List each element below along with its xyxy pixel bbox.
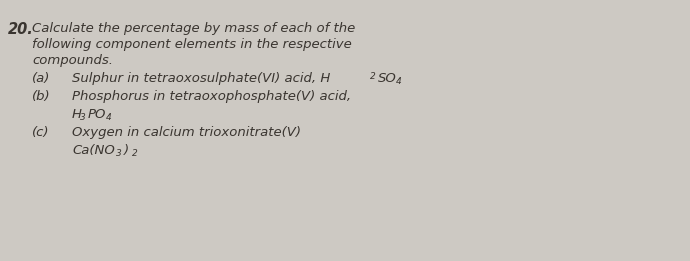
Text: (b): (b) <box>32 90 50 103</box>
Text: Sulphur in tetraoxosulphate(VI) acid, H: Sulphur in tetraoxosulphate(VI) acid, H <box>72 72 331 85</box>
Text: PO: PO <box>88 108 106 121</box>
Text: (c): (c) <box>32 126 50 139</box>
Text: ): ) <box>124 144 129 157</box>
Text: 20.: 20. <box>8 22 34 37</box>
Text: Phosphorus in tetraoxophosphate(V) acid,: Phosphorus in tetraoxophosphate(V) acid, <box>72 90 351 103</box>
Text: Calculate the percentage by mass of each of the: Calculate the percentage by mass of each… <box>32 22 355 35</box>
Text: compounds.: compounds. <box>32 54 113 67</box>
Text: 3: 3 <box>116 149 121 158</box>
Text: 4: 4 <box>106 113 112 122</box>
Text: 2: 2 <box>132 149 138 158</box>
Text: 4: 4 <box>396 77 402 86</box>
Text: (a): (a) <box>32 72 50 85</box>
Text: Oxygen in calcium trioxonitrate(V): Oxygen in calcium trioxonitrate(V) <box>72 126 301 139</box>
Text: 2: 2 <box>370 72 376 81</box>
Text: 3: 3 <box>80 113 86 122</box>
Text: following component elements in the respective: following component elements in the resp… <box>32 38 352 51</box>
Text: Ca(NO: Ca(NO <box>72 144 115 157</box>
Text: SO: SO <box>378 72 397 85</box>
Text: H: H <box>72 108 82 121</box>
